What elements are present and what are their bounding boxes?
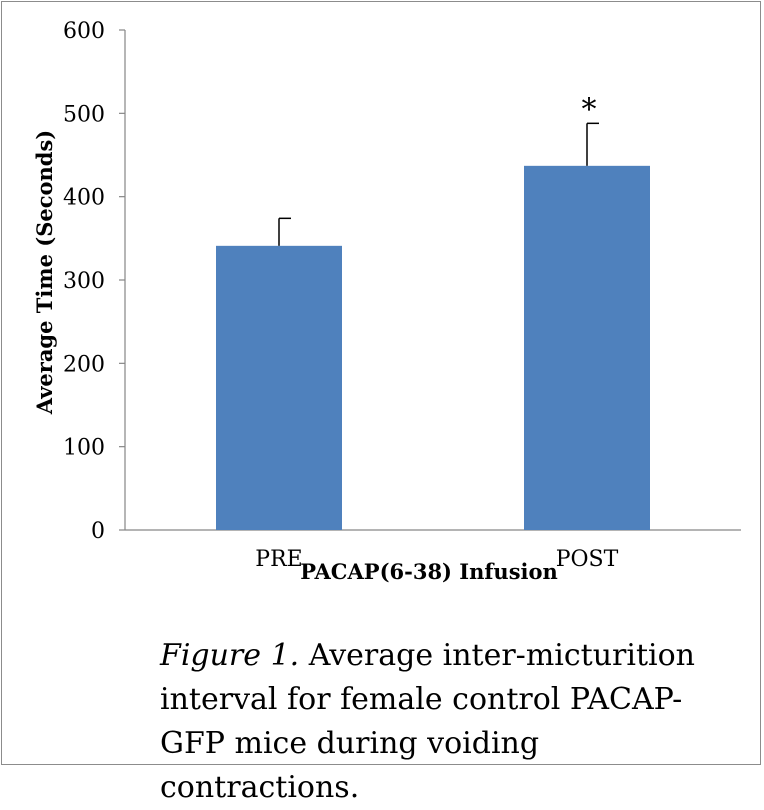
bar-pre xyxy=(216,245,342,531)
x-tick-label: PRE xyxy=(255,547,302,572)
x-axis-title: PACAP(6-38) Infusion xyxy=(300,559,558,584)
significance-marker: * xyxy=(582,92,597,127)
y-tick-label: 600 xyxy=(63,19,105,44)
caption-label: Figure 1. xyxy=(160,638,300,673)
y-tick-label: 200 xyxy=(63,352,105,377)
y-tick-label: 400 xyxy=(63,186,105,211)
y-axis-title: Average Time (Seconds) xyxy=(32,130,57,416)
bar-chart: 0 100 200 300 400 500 600 PRE POST * PACAP(6-38) I… xyxy=(32,19,741,584)
y-tick-label: 0 xyxy=(91,519,105,544)
figure-caption: Figure 1. Average inter-micturition inte… xyxy=(160,634,740,810)
x-tick-label: POST xyxy=(556,547,619,572)
bar-post xyxy=(524,165,650,531)
y-tick-label: 100 xyxy=(63,436,105,461)
y-tick-label: 500 xyxy=(63,102,105,127)
y-tick-label: 300 xyxy=(63,269,105,294)
